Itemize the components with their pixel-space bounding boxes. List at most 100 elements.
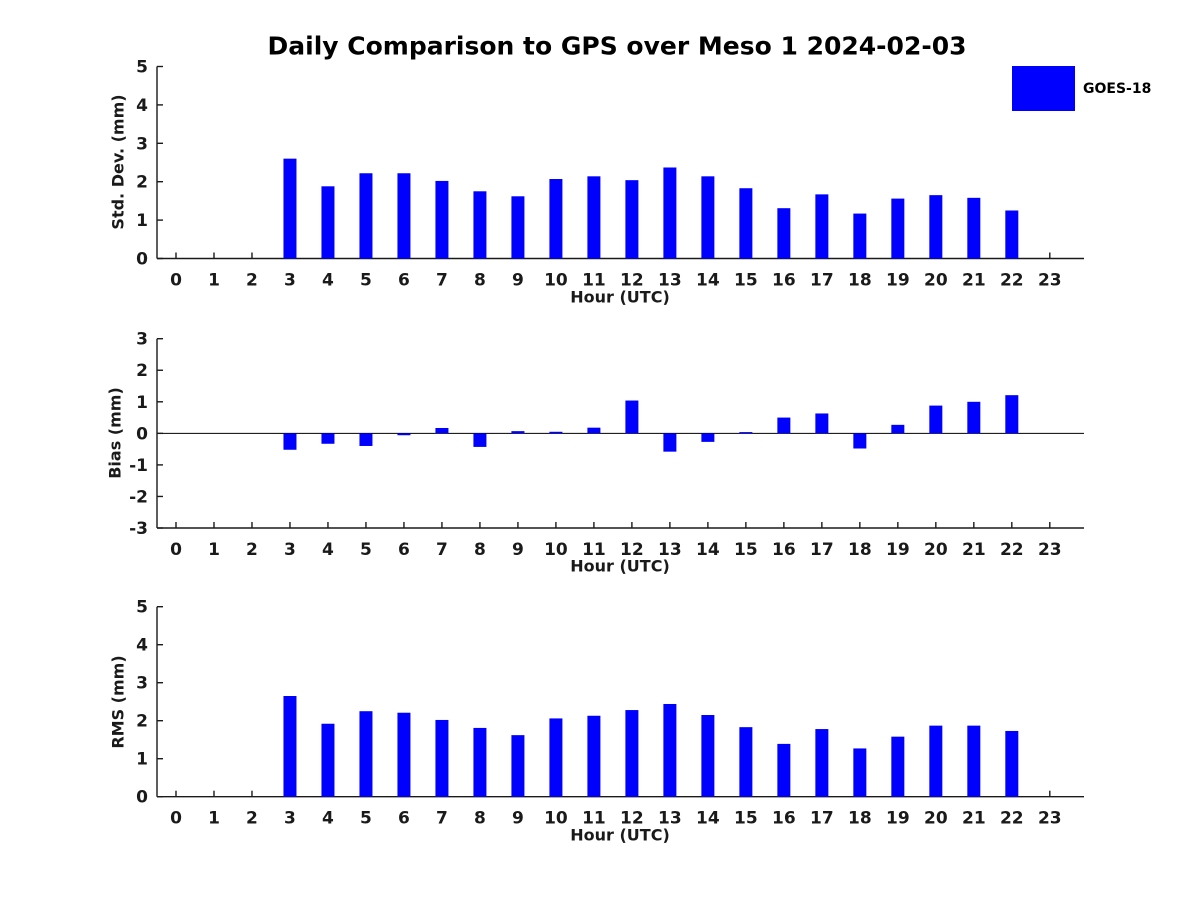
y-tick-label: 4	[136, 96, 148, 116]
x-tick-label: 3	[284, 809, 296, 829]
bar-rms-hour-12	[625, 710, 639, 797]
x-tick-label: 6	[398, 540, 410, 560]
x-tick-label: 18	[848, 271, 872, 291]
bar-rms-hour-5	[359, 711, 373, 797]
x-tick-label: 21	[962, 271, 986, 291]
bar-bias-hour-15	[739, 432, 753, 434]
bar-bias-hour-18	[853, 433, 867, 449]
y-tick-label: -1	[129, 456, 148, 476]
bar-std-dev-hour-9	[511, 196, 525, 259]
bar-std-dev-hour-18	[853, 213, 867, 259]
x-tick-label: 15	[734, 271, 758, 291]
x-tick-label: 2	[246, 540, 258, 560]
bar-std-dev-hour-13	[663, 167, 677, 259]
x-tick-label: 7	[436, 271, 448, 291]
bar-std-dev-hour-12	[625, 180, 639, 259]
x-tick-label: 9	[512, 809, 524, 829]
bar-rms-hour-20	[929, 725, 943, 797]
bar-rms-hour-11	[587, 715, 601, 797]
x-tick-label: 4	[322, 540, 334, 560]
x-tick-label: 16	[772, 540, 796, 560]
bar-bias-hour-13	[663, 433, 677, 452]
y-tick-label: 3	[136, 674, 148, 694]
x-tick-label: 13	[658, 540, 682, 560]
bar-std-dev-hour-14	[701, 176, 715, 259]
x-tick-label: 12	[620, 540, 644, 560]
x-tick-label: 6	[398, 809, 410, 829]
chart-title: Daily Comparison to GPS over Meso 1 2024…	[267, 31, 967, 61]
bar-std-dev-hour-17	[815, 194, 829, 259]
x-tick-label: 19	[886, 809, 910, 829]
x-tick-label: 3	[284, 540, 296, 560]
x-tick-label: 20	[924, 540, 948, 560]
bar-rms-hour-7	[435, 719, 449, 797]
bar-bias-hour-14	[701, 433, 715, 442]
x-tick-label: 22	[1000, 809, 1024, 829]
bar-rms-hour-14	[701, 715, 715, 797]
x-tick-label: 2	[246, 271, 258, 291]
y-tick-label: -2	[129, 487, 148, 507]
x-tick-label: 11	[582, 809, 606, 829]
x-tick-label: 15	[734, 809, 758, 829]
bar-rms-hour-9	[511, 735, 525, 797]
x-tick-label: 9	[512, 540, 524, 560]
bar-bias-hour-5	[359, 433, 373, 446]
x-tick-label: 12	[620, 809, 644, 829]
x-tick-label: 4	[322, 271, 334, 291]
x-tick-label: 13	[658, 271, 682, 291]
xlabel-subplot-1: Hour (UTC)	[570, 287, 670, 307]
bar-rms-hour-18	[853, 748, 867, 797]
y-tick-label: 5	[136, 57, 148, 77]
bar-std-dev-hour-11	[587, 176, 601, 259]
x-tick-label: 11	[582, 540, 606, 560]
ylabel-rms: RMS (mm)	[108, 655, 128, 749]
bar-rms-hour-15	[739, 727, 753, 797]
bar-std-dev-hour-6	[397, 173, 411, 259]
bar-std-dev-hour-7	[435, 180, 449, 259]
x-tick-label: 14	[696, 809, 720, 829]
bar-bias-hour-8	[473, 433, 487, 447]
x-tick-label: 10	[544, 271, 568, 291]
bar-std-dev-hour-16	[777, 208, 791, 259]
bar-bias-hour-16	[777, 417, 791, 434]
bar-std-dev-hour-4	[321, 186, 335, 259]
x-tick-label: 1	[208, 271, 220, 291]
bar-bias-hour-6	[397, 433, 411, 436]
x-tick-label: 11	[582, 271, 606, 291]
x-tick-label: 19	[886, 271, 910, 291]
bar-bias-hour-9	[511, 431, 525, 434]
x-tick-label: 12	[620, 271, 644, 291]
bar-std-dev-hour-20	[929, 195, 943, 259]
bar-bias-hour-12	[625, 400, 639, 434]
x-tick-label: 0	[170, 271, 182, 291]
x-tick-label: 5	[360, 271, 372, 291]
x-tick-label: 8	[474, 271, 486, 291]
x-tick-label: 22	[1000, 540, 1024, 560]
bar-bias-hour-21	[967, 401, 981, 434]
x-tick-label: 16	[772, 271, 796, 291]
bar-rms-hour-16	[777, 743, 791, 797]
x-tick-label: 20	[924, 271, 948, 291]
x-tick-label: 0	[170, 809, 182, 829]
x-tick-label: 10	[544, 809, 568, 829]
x-tick-label: 16	[772, 809, 796, 829]
bar-std-dev-hour-8	[473, 191, 487, 259]
y-tick-label: 4	[136, 636, 148, 656]
bar-rms-hour-21	[967, 725, 981, 797]
x-tick-label: 14	[696, 271, 720, 291]
bar-rms-hour-6	[397, 712, 411, 797]
bar-std-dev-hour-10	[549, 179, 563, 259]
bar-rms-hour-13	[663, 703, 677, 797]
bar-bias-hour-7	[435, 427, 449, 434]
x-tick-label: 17	[810, 809, 834, 829]
bar-std-dev-hour-19	[891, 198, 905, 259]
x-tick-label: 7	[436, 809, 448, 829]
x-tick-label: 18	[848, 809, 872, 829]
x-tick-label: 1	[208, 540, 220, 560]
x-tick-label: 21	[962, 540, 986, 560]
bar-rms-hour-4	[321, 723, 335, 797]
x-tick-label: 15	[734, 540, 758, 560]
